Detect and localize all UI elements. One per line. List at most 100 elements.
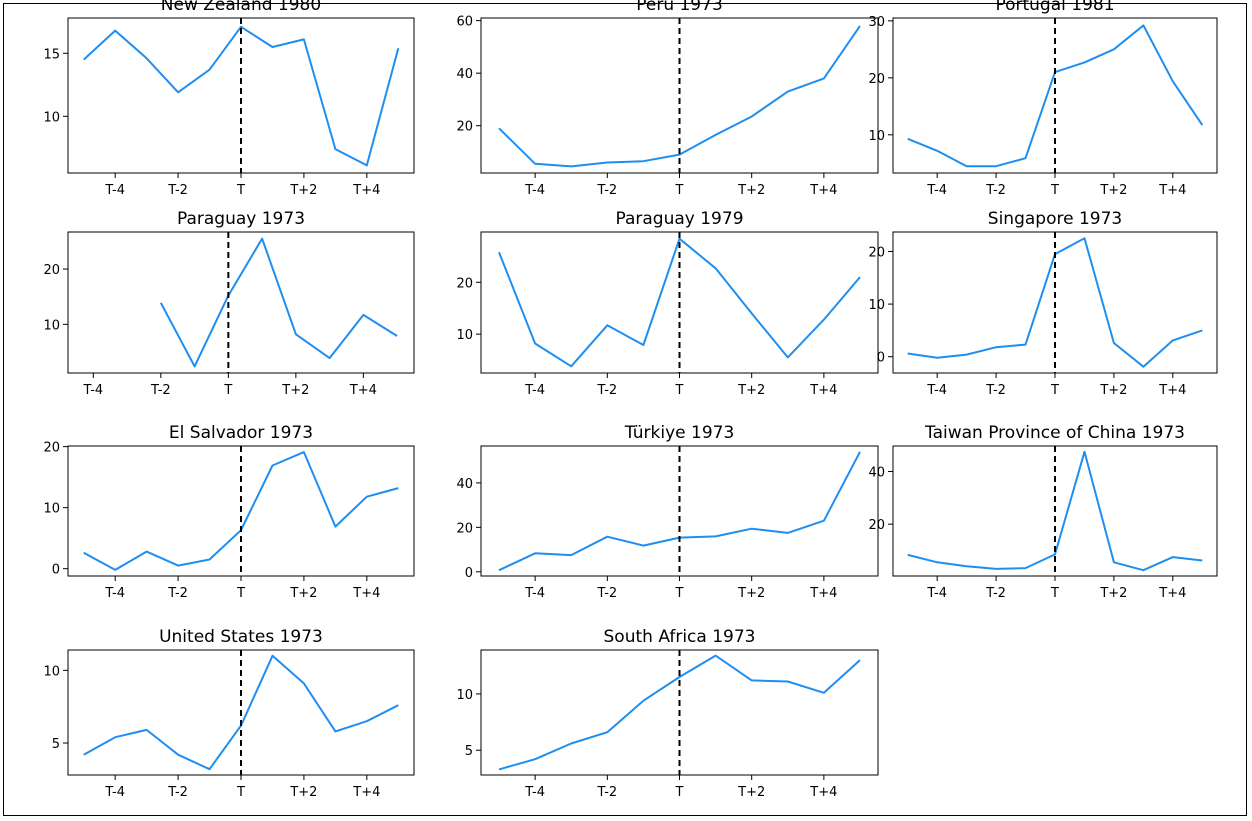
y-tick-label: 5 [52,737,60,752]
x-tick-label: T [1050,183,1059,198]
chart-title: El Salvador 1973 [169,423,313,443]
x-tick-label: T [675,183,684,198]
data-point [272,46,274,48]
chart-title: Paraguay 1973 [177,209,305,229]
data-point [787,91,789,93]
x-tick-label: T-4 [926,183,947,198]
data-point [362,314,364,316]
data-point [366,496,368,498]
chart-panel-11: South Africa 1973 T-4 T-2 T T+2 T+4 5 10 [456,627,879,800]
data-point [334,730,336,732]
data-point [114,30,116,32]
x-tick-label: T-2 [167,586,188,601]
y-tick-label: 10 [43,110,60,125]
x-tick-label: T+2 [737,586,765,601]
data-point [1142,366,1144,368]
data-point [1172,339,1174,341]
x-tick-label: T+4 [1158,383,1186,398]
data-point [534,552,536,554]
data-point [498,251,500,253]
data-point [859,451,861,453]
data-point [966,565,968,567]
data-point [114,736,116,738]
chart-panel-9: Taiwan Province of China 1973 T-4 T-2 T T+2 T… [868,423,1218,601]
data-point [303,682,305,684]
data-point [859,276,861,278]
data-point [1113,48,1115,50]
y-tick-label: 40 [456,67,473,82]
x-tick-label: T+2 [737,785,765,800]
data-point [1201,124,1203,126]
data-point [334,148,336,150]
series-line [83,25,400,167]
data-point [177,565,179,567]
y-tick-label: 10 [456,688,473,703]
data-point [823,77,825,79]
y-tick-label: 0 [465,566,473,581]
chart-title: Portugal 1981 [995,0,1114,15]
data-point [83,59,85,61]
data-point [606,162,608,164]
data-point [606,731,608,733]
data-point [83,552,85,554]
chart-panel-8: Türkiye 1973 T-4 T-2 T T+2 T+4 0 20 40 [456,423,879,601]
data-point [679,676,681,678]
chart-title: Taiwan Province of China 1973 [924,423,1185,443]
data-point [642,160,644,162]
x-tick-label: T+4 [352,183,380,198]
y-tick-label: 10 [456,328,473,343]
x-tick-label: T+2 [281,383,309,398]
data-point [570,554,572,556]
y-tick-label: 10 [868,298,885,313]
data-point [715,134,717,136]
data-point [498,569,500,571]
data-point [160,302,162,304]
axes-frame [67,231,415,374]
x-tick-label: T-2 [985,183,1006,198]
data-point [907,554,909,556]
x-tick-label: T-2 [167,183,188,198]
data-point [907,353,909,355]
x-tick-label: T+4 [809,183,837,198]
chart-panel-4: Paraguay 1973 T-4 T-2 T T+2 T+4 10 20 [43,209,415,398]
data-point [1084,451,1086,453]
chart-title: Peru 1973 [636,0,723,15]
data-point [272,655,274,657]
data-point [570,743,572,745]
data-point [823,520,825,522]
x-tick-label: T+4 [352,785,380,800]
data-point [1142,569,1144,571]
data-point [1084,61,1086,63]
data-point [1084,237,1086,239]
x-tick-label: T [236,586,245,601]
data-point [787,532,789,534]
x-tick-label: T [223,383,232,398]
data-point [936,150,938,152]
chart-title: Türkiye 1973 [624,423,735,443]
data-point [751,312,753,314]
y-tick-label: 20 [868,72,885,87]
series-line [498,237,861,368]
x-tick-label: T [1050,383,1059,398]
data-point [1025,567,1027,569]
x-tick-label: T+4 [1158,586,1186,601]
chart-title: South Africa 1973 [604,627,756,647]
x-tick-label: T [675,785,684,800]
chart-panel-5: Paraguay 1979 T-4 T-2 T T+2 T+4 10 20 [456,209,879,398]
data-point [642,545,644,547]
y-tick-label: 20 [868,518,885,533]
chart-title: New Zealand 1980 [161,0,321,15]
data-point [823,692,825,694]
x-tick-label: T+4 [809,785,837,800]
data-point [534,758,536,760]
y-tick-label: 0 [877,351,885,366]
data-point [751,528,753,530]
x-tick-label: T+2 [1099,383,1127,398]
data-point [787,356,789,358]
x-tick-label: T-2 [596,383,617,398]
data-point [936,561,938,563]
data-point [570,365,572,367]
chart-panel-6: Singapore 1973 T-4 T-2 T T+2 T+4 0 10 20 [868,209,1218,398]
x-tick-label: T+4 [349,383,377,398]
data-point [1201,560,1203,562]
